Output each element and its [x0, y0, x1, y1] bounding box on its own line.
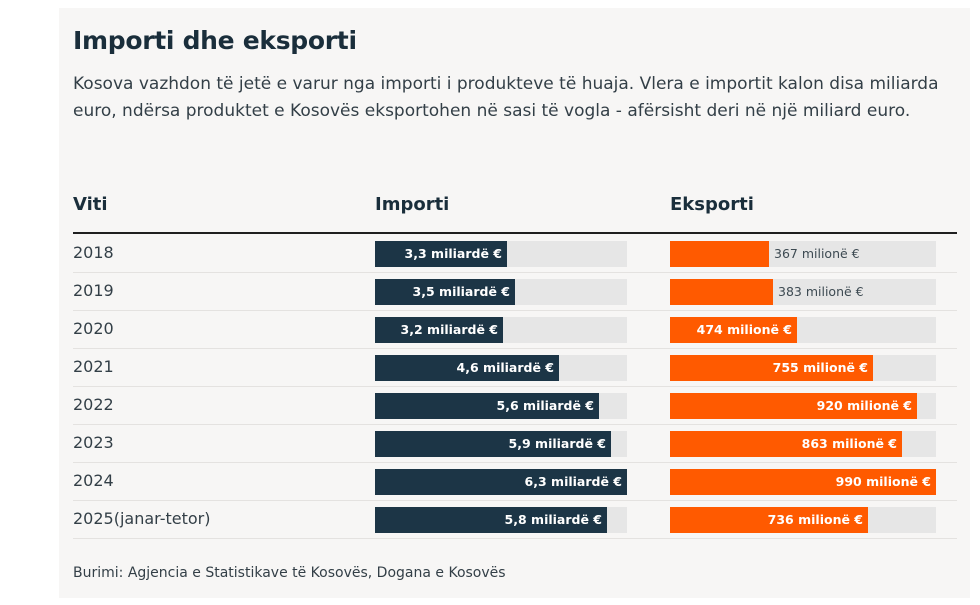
row-divider: [73, 462, 957, 463]
export-bar-track: 920 milionë €: [670, 393, 936, 419]
export-bar-track: 863 milionë €: [670, 431, 936, 457]
row-divider: [73, 538, 957, 539]
export-bar: [670, 279, 773, 305]
export-bar: [670, 317, 797, 343]
export-value-label: 383 milionë €: [778, 284, 864, 299]
column-header-export: Eksporti: [670, 194, 754, 215]
import-bar: [375, 469, 627, 495]
import-bar: [375, 393, 599, 419]
table-row: 2024 6,3 miliardë € 990 milionë €: [73, 463, 957, 501]
export-bar-track: 367 milionë €: [670, 241, 936, 267]
export-bar: [670, 469, 936, 495]
import-bar: [375, 507, 607, 533]
export-value-label: 736 milionë €: [767, 512, 863, 527]
import-value-label: 5,9 miliardë €: [508, 436, 606, 451]
year-label: 2020: [73, 319, 114, 338]
export-value-label: 920 milionë €: [816, 398, 912, 413]
table-row: 2020 3,2 miliardë € 474 milionë €: [73, 311, 957, 349]
row-divider: [73, 386, 957, 387]
row-divider: [73, 424, 957, 425]
year-label: 2025(janar-tetor): [73, 509, 211, 528]
import-bar-track: 3,3 miliardë €: [375, 241, 627, 267]
import-value-label: 5,6 miliardë €: [496, 398, 594, 413]
table-row: 2025(janar-tetor) 5,8 miliardë € 736 milio…: [73, 501, 957, 539]
import-value-label: 6,3 miliardë €: [524, 474, 622, 489]
import-bar-track: 5,9 miliardë €: [375, 431, 627, 457]
chart-title: Importi dhe eksporti: [73, 26, 357, 55]
import-bar-track: 5,8 miliardë €: [375, 507, 627, 533]
import-bar-track: 3,2 miliardë €: [375, 317, 627, 343]
export-value-label: 367 milionë €: [774, 246, 860, 261]
import-value-label: 3,5 miliardë €: [412, 284, 510, 299]
import-value-label: 3,3 miliardë €: [404, 246, 502, 261]
row-divider: [73, 272, 957, 273]
export-value-label: 755 milionë €: [772, 360, 868, 375]
import-bar: [375, 431, 611, 457]
import-bar: [375, 241, 507, 267]
column-header-import: Importi: [375, 194, 450, 215]
column-header-year: Viti: [73, 194, 108, 215]
export-bar-track: 474 milionë €: [670, 317, 936, 343]
row-divider: [73, 500, 957, 501]
header-divider: [73, 232, 957, 234]
year-label: 2019: [73, 281, 114, 300]
export-bar: [670, 431, 902, 457]
import-bar-track: 5,6 miliardë €: [375, 393, 627, 419]
table-row: 2018 3,3 miliardë € 367 milionë €: [73, 235, 957, 273]
import-bar: [375, 279, 515, 305]
year-label: 2023: [73, 433, 114, 452]
year-label: 2021: [73, 357, 114, 376]
export-bar: [670, 355, 873, 381]
export-bar: [670, 241, 769, 267]
year-label: 2024: [73, 471, 114, 490]
import-value-label: 5,8 miliardë €: [504, 512, 602, 527]
export-bar-track: 383 milionë €: [670, 279, 936, 305]
import-bar-track: 6,3 miliardë €: [375, 469, 627, 495]
table-row: 2021 4,6 miliardë € 755 milionë €: [73, 349, 957, 387]
year-label: 2022: [73, 395, 114, 414]
import-bar: [375, 355, 559, 381]
table-row: 2019 3,5 miliardë € 383 milionë €: [73, 273, 957, 311]
export-value-label: 474 milionë €: [696, 322, 792, 337]
export-bar-track: 755 milionë €: [670, 355, 936, 381]
import-bar: [375, 317, 503, 343]
table-row: 2022 5,6 miliardë € 920 milionë €: [73, 387, 957, 425]
year-label: 2018: [73, 243, 114, 262]
export-bar: [670, 507, 868, 533]
import-bar-track: 4,6 miliardë €: [375, 355, 627, 381]
table-row: 2023 5,9 miliardë € 863 milionë €: [73, 425, 957, 463]
export-value-label: 990 milionë €: [835, 474, 931, 489]
export-bar-track: 990 milionë €: [670, 469, 936, 495]
chart-description: Kosova vazhdon të jetë e varur nga impor…: [73, 74, 939, 121]
export-bar-track: 736 milionë €: [670, 507, 936, 533]
chart-panel: Importi dhe eksporti Kosova vazhdon të j…: [59, 8, 970, 598]
row-divider: [73, 348, 957, 349]
import-value-label: 3,2 miliardë €: [400, 322, 498, 337]
export-bar: [670, 393, 917, 419]
import-value-label: 4,6 miliardë €: [456, 360, 554, 375]
source-note: Burimi: Agjencia e Statistikave të Kosov…: [73, 565, 506, 581]
row-divider: [73, 310, 957, 311]
import-bar-track: 3,5 miliardë €: [375, 279, 627, 305]
export-value-label: 863 milionë €: [801, 436, 897, 451]
